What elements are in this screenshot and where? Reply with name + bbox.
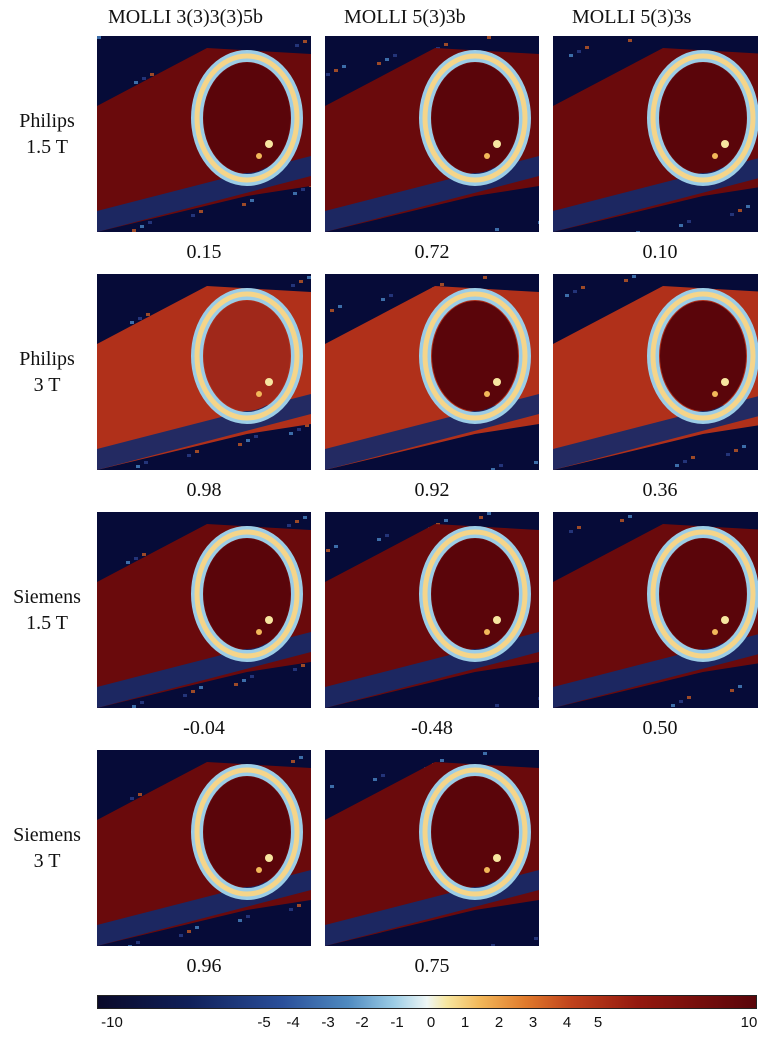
colorbar-tick: 10 [740,1014,758,1031]
map-siemens-3t-col1 [97,750,311,946]
map-siemens-3t-col2 [325,750,539,946]
map-siemens-1-5t-col2 [325,512,539,708]
value-label: 0.10 [642,241,678,263]
map-siemens-1-5t-col1 [97,512,311,708]
map-philips-1-5t-col1 [97,36,311,232]
map-philips-3t-col1 [97,274,311,470]
map-philips-3t-col3 [553,274,758,470]
value-label: 0.92 [414,479,450,501]
colorbar-tick: -10 [101,1014,123,1031]
colorbar-tick: 4 [562,1014,572,1031]
colorbar-tick: -1 [390,1014,404,1031]
column-header-3: MOLLI 5(3)3s [572,6,692,28]
map-philips-3t-col2 [325,274,539,470]
colorbar-tick: -4 [286,1014,300,1031]
colorbar-tick: -5 [257,1014,271,1031]
colorbar [97,995,757,1009]
row-label-philips-3t: Philips 3 T [19,348,75,396]
row-label-siemens-1-5t: Siemens 1.5 T [13,586,81,634]
column-header-1: MOLLI 3(3)3(3)5b [108,6,263,28]
map-siemens-1-5t-col3 [553,512,758,708]
colorbar-tick: 5 [593,1014,603,1031]
colorbar-tick: 1 [460,1014,470,1031]
row-label-philips-1-5t: Philips 1.5 T [19,110,75,158]
value-label: 0.72 [414,241,450,263]
map-philips-1-5t-col2 [325,36,539,232]
value-label: 0.15 [186,241,222,263]
value-label: -0.04 [183,717,225,739]
map-philips-1-5t-col3 [553,36,758,232]
colorbar-tick: 2 [494,1014,504,1031]
value-label: -0.48 [411,717,453,739]
value-label: 0.36 [642,479,678,501]
value-label: 0.98 [186,479,222,501]
colorbar-tick: 0 [426,1014,436,1031]
colorbar-tick: -3 [321,1014,335,1031]
colorbar-tick: -2 [355,1014,369,1031]
colorbar-tick: 3 [528,1014,538,1031]
column-header-2: MOLLI 5(3)3b [344,6,466,28]
row-label-siemens-3t: Siemens 3 T [13,824,81,872]
value-label: 0.50 [642,717,678,739]
value-label: 0.96 [186,955,222,977]
value-label: 0.75 [414,955,450,977]
